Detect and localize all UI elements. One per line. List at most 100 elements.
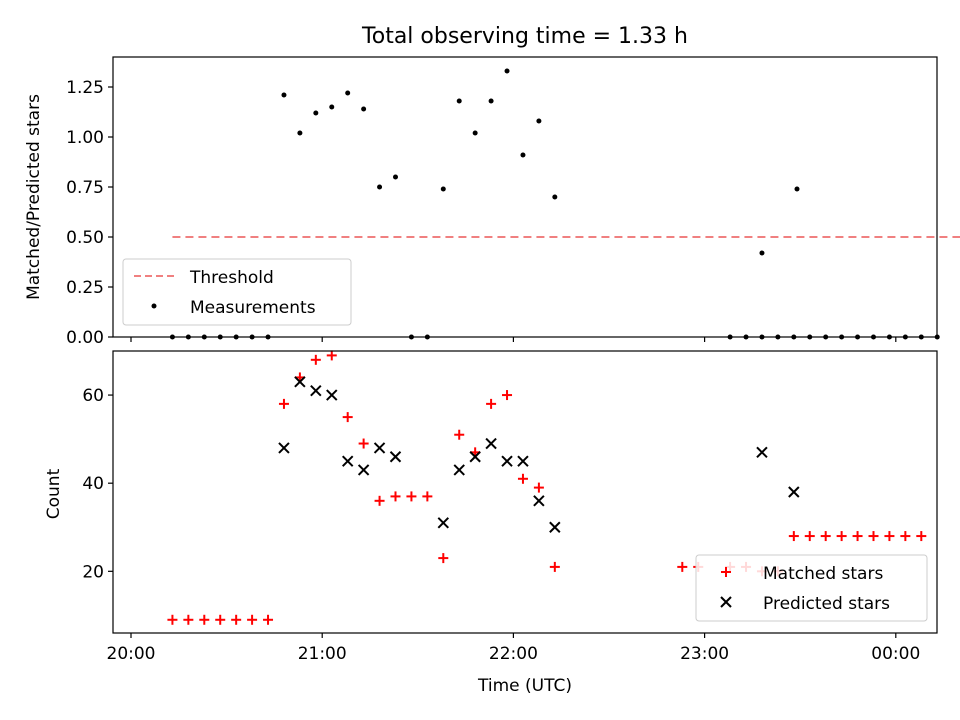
matched-star-point: [677, 561, 688, 572]
top-legend: Threshold Measurements: [122, 258, 352, 326]
bottom-y-axis-label: Count: [44, 468, 64, 519]
x-axis-label: Time (UTC): [477, 676, 572, 696]
predicted-star-point: [310, 384, 322, 397]
y-tick-label: 0.25: [66, 278, 104, 298]
predicted-star-stroke-b: [453, 464, 465, 476]
matched-star-point: [247, 614, 258, 625]
top-panel: 0.00 0.25 0.50 0.75 1.00 1.25 Matched/Predict…: [24, 56, 960, 348]
matched-star-point: [868, 531, 879, 542]
matched-star-point: [438, 553, 449, 564]
chart-title: Total observing time = 1.33 h: [361, 24, 688, 49]
measurement-point: [536, 118, 542, 124]
top-y-ticks: 0.00 0.25 0.50 0.75 1.00 1.25: [66, 78, 113, 348]
x-tick-label: 21:00: [298, 644, 347, 664]
matched-star-point: [374, 495, 385, 506]
matched-star-point: [549, 561, 560, 572]
predicted-star-point: [326, 389, 338, 401]
legend-measurements-swatch: [151, 303, 157, 309]
bottom-y-ticks: 20 40 60: [82, 386, 113, 582]
matched-star-point: [342, 412, 353, 423]
predicted-star-stroke-b: [756, 446, 768, 459]
predicted-star-stroke-b: [437, 517, 450, 529]
top-x-ticks: [130, 337, 897, 342]
matched-star-point: [788, 531, 799, 542]
matched-star-point: [167, 614, 178, 625]
measurement-point: [759, 250, 765, 256]
matched-star-point: [215, 614, 226, 625]
predicted-star-stroke-b: [788, 486, 800, 498]
matched-star-point: [502, 390, 513, 401]
matched-star-point: [263, 614, 274, 625]
measurement-point: [552, 194, 558, 200]
predicted-star-point: [373, 442, 386, 454]
y-tick-label: 1.25: [66, 78, 104, 98]
matched-star-point: [900, 531, 911, 542]
x-tick-label: 00:00: [871, 644, 920, 664]
predicted-star-point: [501, 455, 513, 467]
bottom-x-ticks: 20:0021:0022:0023:0000:0001:0002:0003:00…: [107, 633, 920, 664]
predicted-star-point: [788, 486, 800, 498]
top-axes-frame: [112, 56, 938, 338]
matched-star-point: [326, 350, 337, 361]
matched-star-point: [836, 531, 847, 542]
measurement-point: [456, 98, 462, 104]
y-tick-label: 0.50: [66, 228, 104, 248]
predicted-star-stroke-b: [485, 437, 497, 450]
predicted-star-stroke-b: [373, 442, 386, 454]
y-tick-label: 40: [82, 474, 104, 494]
measurement-point: [361, 106, 367, 112]
measurement-point: [281, 92, 287, 98]
measurement-point: [504, 68, 510, 74]
predicted-star-point: [549, 521, 561, 533]
y-tick-label: 60: [82, 386, 104, 406]
measurement-point: [794, 186, 800, 192]
legend-matched-label: Matched stars: [763, 564, 883, 584]
predicted-star-stroke-b: [326, 389, 338, 401]
predicted-star-point: [437, 517, 450, 529]
predicted-star-stroke-b: [294, 376, 306, 388]
legend-threshold-label: Threshold: [189, 268, 274, 288]
predicted-star-stroke-b: [341, 455, 354, 467]
matched-star-point: [231, 614, 242, 625]
predicted-star-point: [341, 455, 354, 467]
predicted-star-stroke-b: [501, 455, 513, 467]
measurement-point: [440, 186, 446, 192]
predicted-star-point: [485, 437, 497, 450]
matched-star-point: [820, 531, 831, 542]
predicted-star-point: [294, 376, 306, 388]
legend-predicted-label: Predicted stars: [763, 594, 890, 614]
top-y-axis-label: Matched/Predicted stars: [24, 94, 44, 300]
x-tick-label: 20:00: [107, 644, 156, 664]
matched-star-point: [390, 491, 401, 502]
matched-star-point: [916, 531, 927, 542]
y-tick-label: 0.00: [66, 328, 104, 348]
predicted-star-point: [756, 446, 768, 459]
predicted-star-stroke-b: [357, 464, 370, 476]
predicted-star-point: [278, 442, 290, 454]
predicted-star-stroke-b: [533, 495, 545, 507]
x-tick-label: 22:00: [489, 644, 538, 664]
matched-star-point: [406, 491, 417, 502]
predicted-star-point: [453, 464, 465, 476]
matched-star-point: [533, 482, 544, 493]
measurement-point: [297, 130, 303, 136]
matched-star-point: [454, 429, 465, 440]
measurement-point: [377, 184, 383, 190]
predicted-star-stroke-b: [389, 451, 402, 463]
predicted-star-stroke-b: [278, 442, 290, 454]
top-legend-box: [122, 258, 352, 326]
matched-star-point: [852, 531, 863, 542]
matched-star-point: [199, 614, 210, 625]
y-tick-label: 20: [82, 562, 104, 582]
matched-star-point: [517, 473, 528, 484]
predicted-star-stroke-b: [310, 384, 322, 397]
measurement-point: [472, 130, 478, 136]
predicted-star-point: [469, 451, 481, 463]
predicted-star-point: [533, 495, 545, 507]
matched-star-point: [310, 354, 321, 365]
measurement-point: [520, 152, 526, 158]
matched-star-point: [884, 531, 895, 542]
matched-star-point: [422, 491, 433, 502]
